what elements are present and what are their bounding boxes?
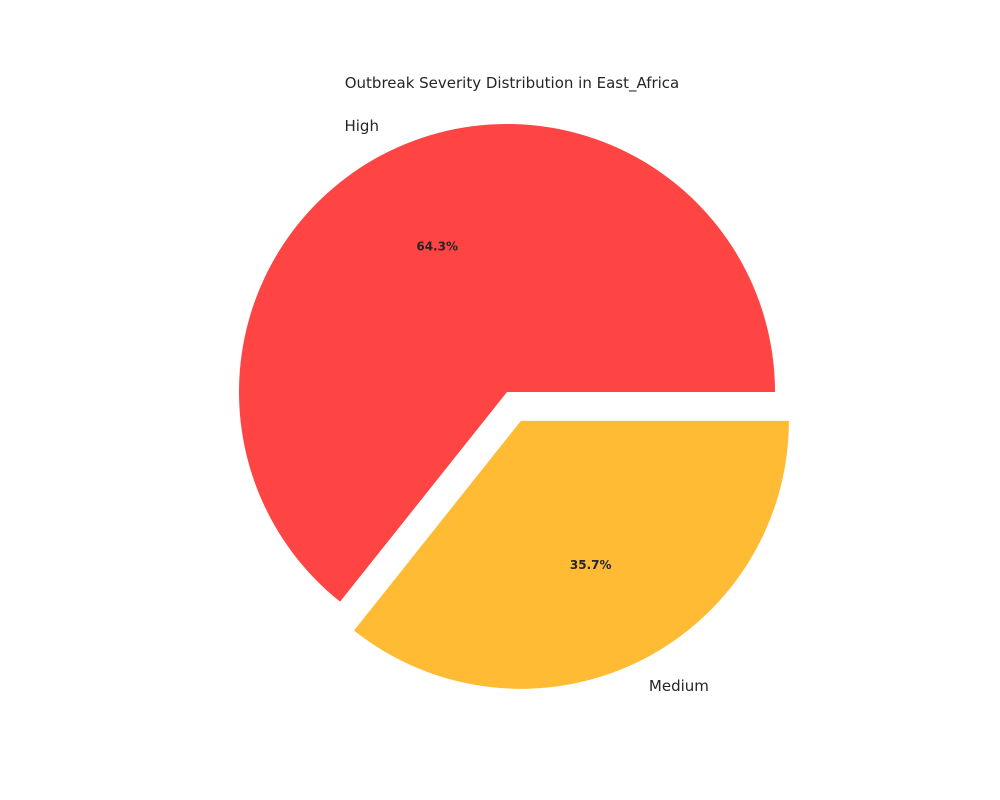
chart-title: Outbreak Severity Distribution in East_A… (345, 74, 680, 93)
pie-slices (238, 123, 789, 689)
slice-label-high: High (344, 117, 378, 135)
pct-label-high: 64.3% (416, 240, 458, 254)
pie-labels: High 64.3% Medium 35.7% (344, 117, 708, 695)
slice-label-medium: Medium (649, 677, 709, 695)
pie-slice-medium (353, 420, 789, 689)
pie-slice-high (238, 123, 776, 602)
pct-label-medium: 35.7% (570, 558, 612, 572)
